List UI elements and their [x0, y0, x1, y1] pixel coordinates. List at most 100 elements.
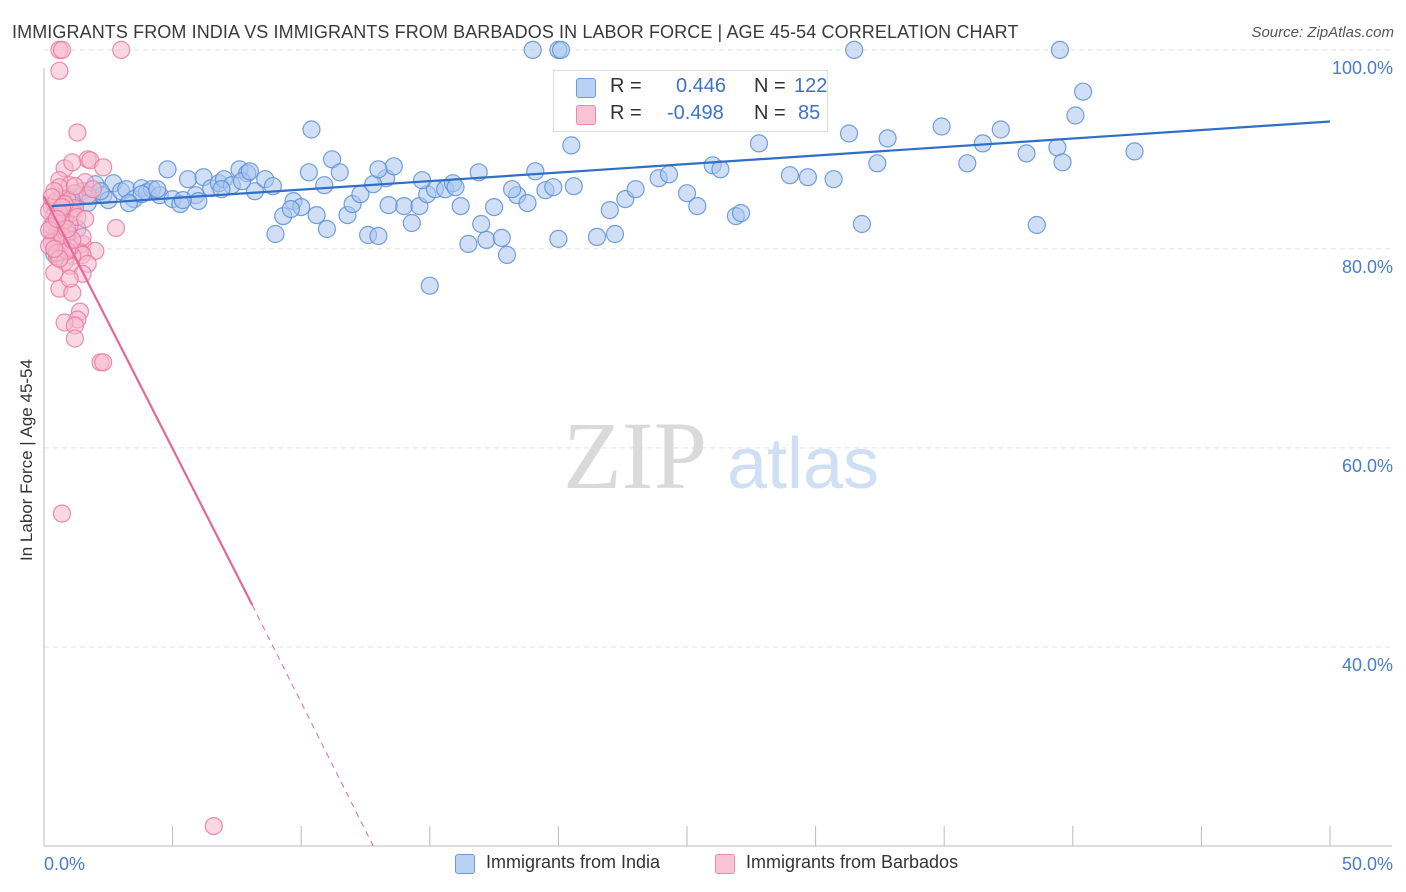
source-label: Source: ZipAtlas.com [1251, 24, 1394, 41]
y-tick-label: 80.0% [1342, 257, 1393, 277]
india-point [1027, 215, 1046, 235]
india-point [369, 160, 388, 179]
barbados-point [65, 177, 85, 196]
india-point [549, 229, 568, 248]
india-point [824, 170, 843, 189]
india-point [605, 224, 625, 244]
india-point [991, 120, 1010, 139]
legend-n-label-barbados: N = [754, 102, 786, 124]
bottom-legend-label-india: Immigrants from India [486, 852, 661, 872]
india-point [497, 245, 517, 264]
barbados-point [52, 40, 72, 60]
barbados-point [47, 209, 67, 229]
india-point [868, 154, 887, 173]
india-point [472, 214, 491, 234]
india-point [544, 178, 563, 197]
watermark-atlas: atlas [727, 424, 879, 504]
india-point [731, 204, 751, 223]
barbados-point [76, 209, 95, 229]
india-point [330, 163, 349, 182]
barbados-point [112, 40, 131, 60]
barbados-point [50, 61, 69, 80]
india-point [302, 120, 321, 139]
barbados-point [63, 153, 82, 172]
barbados-point [94, 158, 113, 177]
india-point [518, 194, 537, 213]
india-point [659, 165, 679, 184]
india-point [1073, 82, 1093, 101]
india-point [315, 176, 334, 195]
india-point [932, 117, 951, 136]
y-tick-label: 40.0% [1342, 655, 1393, 675]
india-point [523, 40, 542, 60]
india-point [420, 276, 439, 295]
india-point [1066, 106, 1085, 125]
india-point [711, 160, 730, 179]
india-point [492, 228, 511, 247]
india-point [780, 166, 800, 185]
india-point [485, 198, 504, 217]
india-point [451, 197, 470, 216]
barbados-point [60, 269, 79, 288]
india-point [1017, 144, 1036, 163]
barbados-point [94, 353, 113, 372]
india-point [1050, 40, 1070, 60]
legend-n-value-india: 122 [794, 75, 828, 97]
india-point [212, 180, 231, 199]
watermark-zip: ZIP [563, 402, 707, 509]
india-point [369, 226, 388, 246]
india-point [852, 214, 872, 234]
grid-layer [44, 49, 1392, 648]
legend-r-label-barbados: R = [610, 102, 642, 124]
india-point [1125, 142, 1144, 161]
india-point [551, 40, 571, 60]
legend-n-value-barbados: 85 [798, 102, 821, 124]
points-layer [39, 40, 1144, 836]
india-point [307, 206, 326, 225]
india-point [402, 213, 421, 233]
india-point [148, 180, 167, 199]
india-point [600, 201, 619, 220]
india-point [626, 180, 645, 199]
india-point [526, 162, 545, 181]
india-point [281, 200, 300, 219]
india-point [677, 184, 697, 203]
india-point [379, 196, 398, 215]
legend-swatch-india [576, 78, 596, 98]
y-axis-label: In Labor Force | Age 45-54 [17, 359, 36, 561]
india-point [173, 191, 192, 210]
tick-labels: 100.0% 80.0% 60.0% 40.0% 0.0% 50.0% [44, 58, 1393, 874]
barbados-trend-line [43, 195, 254, 606]
india-point [587, 227, 607, 246]
legend-r-value-india: 0.446 [676, 75, 727, 97]
india-point [502, 180, 522, 199]
india-point [562, 136, 581, 155]
india-point [564, 177, 583, 196]
india-point [688, 197, 707, 216]
barbados-trend-extension [251, 604, 374, 847]
trend-layer [43, 120, 1331, 847]
india-point [958, 154, 977, 173]
india-point [119, 194, 138, 213]
watermark: ZIP atlas [563, 402, 879, 509]
correlation-legend: R = 0.446 N = 122 R = -0.498 N = 85 [553, 70, 828, 132]
india-point [1053, 153, 1072, 172]
x-tick-label: 0.0% [44, 854, 85, 874]
india-point [240, 162, 259, 181]
barbados-point [106, 218, 126, 238]
india-point [395, 197, 414, 216]
barbados-point [52, 504, 72, 523]
india-point [839, 124, 859, 143]
india-point [158, 160, 177, 179]
bottom-legend-label-barbados: Immigrants from Barbados [746, 852, 959, 872]
legend-n-label-india: N = [754, 75, 786, 97]
y-axis-label-wrap: In Labor Force | Age 45-54 [2, 340, 52, 580]
india-point [446, 178, 465, 197]
india-point [878, 129, 897, 148]
india-point [845, 40, 864, 60]
bottom-legend-swatch-barbados [715, 854, 735, 874]
barbados-point [68, 123, 87, 142]
barbados-point [45, 239, 64, 258]
chart-title: IMMIGRANTS FROM INDIA VS IMMIGRANTS FROM… [12, 22, 1019, 42]
india-point [459, 234, 478, 253]
